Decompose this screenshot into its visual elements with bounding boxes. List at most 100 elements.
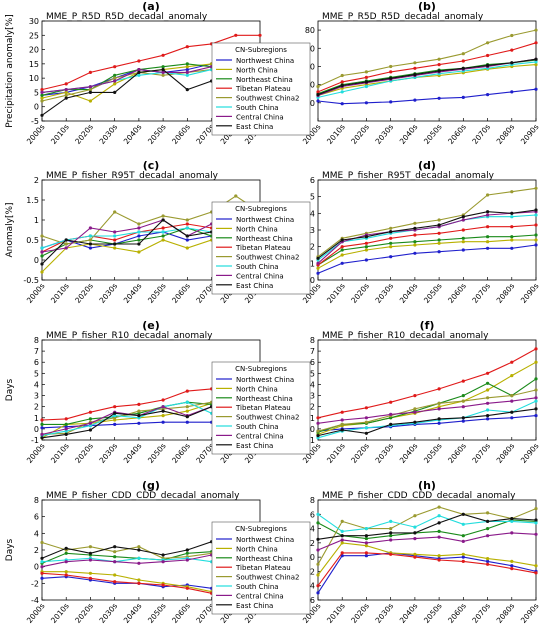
series-line: [317, 224, 537, 266]
y-tick-label: 7: [34, 347, 39, 356]
y-tick-label: 8: [310, 496, 315, 505]
data-point: [364, 80, 368, 84]
data-point: [534, 208, 538, 212]
data-point: [510, 519, 514, 524]
series-line: [317, 58, 537, 96]
legend-entry: North China: [236, 225, 278, 233]
y-tick-label: 1: [310, 259, 315, 268]
data-point: [316, 266, 320, 270]
data-point: [461, 52, 465, 56]
data-point: [340, 238, 344, 242]
legend-entry: East China: [236, 442, 273, 450]
data-point: [486, 408, 490, 412]
data-point: [40, 99, 44, 103]
series-line: [317, 552, 537, 587]
data-point: [389, 534, 393, 538]
series-line: [317, 187, 537, 258]
x-tick-label: 2020s: [349, 441, 371, 464]
data-point: [486, 246, 490, 250]
data-point: [461, 236, 465, 240]
data-point: [161, 420, 165, 424]
data-point: [461, 416, 465, 420]
data-point: [486, 93, 490, 97]
data-point: [389, 527, 393, 531]
data-point: [185, 409, 189, 413]
data-point: [486, 210, 490, 214]
x-tick-label: 2070s: [470, 122, 492, 145]
data-point: [316, 261, 320, 265]
data-point: [161, 409, 165, 413]
data-point: [461, 539, 465, 544]
y-tick-label: 1: [310, 414, 315, 423]
data-point: [185, 400, 189, 404]
data-point: [510, 238, 514, 242]
y-tick-label: 0: [34, 256, 39, 265]
chart-panel-6: (f)MME_P_fisher_R10_decadal_anomaly -1 0 1 2…: [211, 319, 541, 465]
data-point: [40, 96, 44, 100]
x-tick-label: 2010s: [325, 122, 347, 145]
legend-entry: Tibetan Plateau: [235, 244, 291, 252]
chart-title: MME_P_R5D_R5D_decadal_anomaly: [322, 12, 484, 22]
data-point: [340, 102, 344, 106]
x-tick-label: 2050s: [422, 441, 444, 464]
chart-panel-2: (b)MME_P_R5D_R5D_decadal_anomaly02040608…: [211, 0, 541, 146]
x-tick-label: 2070s: [470, 601, 492, 624]
data-point: [413, 514, 417, 518]
data-point: [88, 424, 92, 428]
data-point: [340, 422, 344, 426]
data-point: [510, 567, 514, 571]
data-point: [510, 394, 514, 398]
y-tick-label: -4: [307, 582, 315, 591]
series-line: [317, 61, 537, 98]
data-point: [185, 65, 189, 69]
x-tick-label: 2060s: [170, 122, 192, 145]
data-point: [185, 226, 189, 230]
data-point: [534, 396, 538, 400]
x-tick-label: 2030s: [98, 122, 120, 145]
data-point: [534, 414, 538, 418]
y-tick-label: 5: [34, 88, 39, 97]
data-point: [486, 417, 490, 421]
data-point: [364, 537, 368, 541]
data-point: [364, 406, 368, 410]
x-tick-label: 2010s: [325, 281, 347, 304]
y-tick-label: 4: [310, 525, 315, 534]
legend-entry: Northwest China: [236, 376, 294, 384]
legend-entry: Northwest China: [236, 536, 294, 544]
data-point: [413, 410, 417, 414]
data-point: [340, 418, 344, 422]
data-point: [316, 84, 320, 89]
y-tick-label: -5: [31, 117, 39, 126]
y-tick-label: 6: [34, 358, 39, 367]
legend-entry: Southwest China2: [236, 574, 299, 582]
y-tick-label: 1: [34, 414, 39, 423]
data-point: [185, 70, 189, 74]
legend-entry: Northeast China: [236, 555, 293, 563]
data-point: [486, 396, 490, 400]
data-point: [161, 214, 165, 218]
y-tick-label: 20: [29, 46, 39, 55]
data-point: [437, 57, 441, 61]
panel-letter: (g): [142, 479, 160, 492]
y-tick-label: 0: [310, 99, 315, 108]
data-point: [161, 65, 165, 69]
data-point: [437, 223, 441, 227]
data-point: [316, 584, 320, 588]
data-point: [534, 243, 538, 247]
data-point: [486, 381, 490, 385]
data-point: [437, 554, 441, 558]
data-point: [185, 222, 189, 226]
data-point: [64, 96, 68, 100]
y-tick-label: -1: [307, 436, 315, 445]
data-point: [88, 85, 92, 89]
data-point: [461, 522, 465, 526]
panel-letter: (a): [142, 0, 159, 13]
y-tick-label: 4: [34, 529, 39, 538]
series-line: [317, 239, 536, 269]
data-point: [64, 560, 68, 564]
data-point: [64, 93, 68, 97]
x-tick-label: 2010s: [49, 601, 71, 624]
legend-title: CN-Subregions: [235, 46, 287, 54]
